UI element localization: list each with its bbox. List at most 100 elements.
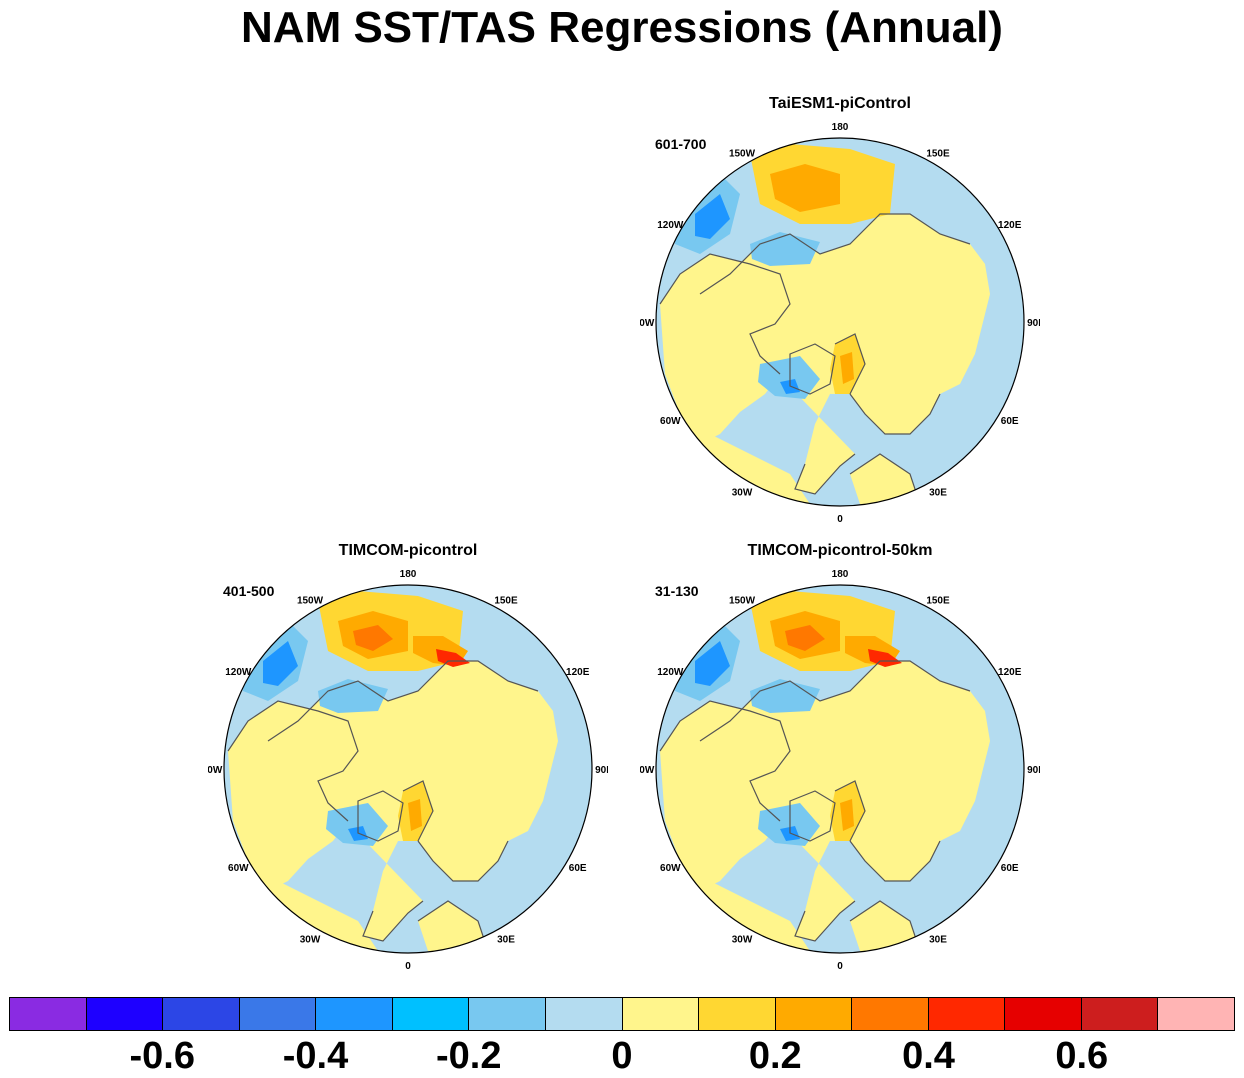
polar-map: 180 150E 120E 90E 60E 30E 0 30W 60W 90W 120W 150W (640, 122, 1040, 525)
negative-anomaly-region (263, 641, 298, 686)
longitude-label: 60W (660, 416, 681, 427)
positive-anomaly-region (770, 164, 840, 212)
colorbar-box (239, 998, 317, 1030)
colorbar-box (699, 998, 776, 1030)
longitude-label: 30E (929, 488, 947, 499)
colorbar-box (545, 998, 623, 1030)
colorbar-box (10, 998, 87, 1030)
colorbar-box (316, 998, 393, 1030)
longitude-label: 30E (497, 935, 515, 946)
coastline (659, 660, 971, 952)
map-panel-taiesm1: TaiESM1-piControl 601-700 180 150E 120E 90E… (640, 94, 1040, 534)
negative-anomaly-region (695, 641, 730, 686)
longitude-label: 150W (729, 595, 756, 606)
colorbar-tick-label: 0.4 (902, 1035, 955, 1077)
negative-anomaly-region (758, 803, 820, 846)
positive-anomaly-region (785, 625, 825, 651)
negative-anomaly-region (750, 232, 820, 266)
longitude-label: 90W (640, 765, 655, 776)
longitude-label: 150W (729, 148, 756, 159)
positive-anomaly-region (840, 352, 854, 384)
longitude-label: 60E (1001, 863, 1019, 874)
negative-anomaly-region (750, 679, 820, 713)
longitude-label: 150E (926, 148, 950, 159)
longitude-label: 30W (732, 935, 753, 946)
longitude-label: 30W (300, 935, 321, 946)
map-panel-timcom: TIMCOM-picontrol 401-500 180 150E 120E 90E 6… (208, 541, 608, 981)
longitude-label: 120E (566, 667, 590, 678)
longitude-label: 120W (657, 220, 684, 231)
panel-title: TIMCOM-picontrol (338, 542, 478, 559)
longitude-label: 120E (998, 667, 1022, 678)
panel-title: TIMCOM-picontrol-50km (747, 542, 933, 559)
colorbar-box (928, 998, 1006, 1030)
positive-anomaly-region (660, 701, 790, 891)
positive-anomaly-region (660, 254, 790, 444)
panel-title: TaiESM1-piControl (769, 95, 911, 112)
longitude-label: 180 (400, 569, 417, 580)
longitude-label: 90E (595, 765, 608, 776)
coastline (227, 660, 539, 952)
colorbar-box (622, 998, 700, 1030)
positive-anomaly-region (850, 454, 920, 506)
longitude-label: 120E (998, 220, 1022, 231)
longitude-label: 90E (1027, 765, 1040, 776)
longitude-label: 150E (926, 595, 950, 606)
longitude-label: 150E (494, 595, 518, 606)
longitude-label: 90W (208, 765, 223, 776)
negative-anomaly-region (758, 356, 820, 399)
longitude-label: 180 (832, 569, 849, 580)
period-label: 31-130 (655, 583, 699, 599)
longitude-label: 120W (657, 667, 684, 678)
colorbar-box (1081, 998, 1159, 1030)
positive-anomaly-region (353, 625, 393, 651)
colorbar-tick-label: 0 (611, 1035, 633, 1077)
longitude-label: 90W (640, 318, 655, 329)
coastline (659, 213, 971, 505)
positive-anomaly-region (228, 701, 358, 891)
polar-map: 180 150E 120E 90E 60E 30E 0 30W 60W 90W 120W 150W (208, 569, 608, 972)
map-border (655, 137, 1025, 507)
positive-anomaly-region (408, 799, 422, 831)
positive-anomaly-region (418, 901, 488, 953)
polar-map: 180 150E 120E 90E 60E 30E 0 30W 60W 90W 120W 150W (640, 569, 1040, 972)
longitude-label: 180 (832, 122, 849, 133)
page-title: NAM SST/TAS Regressions (Annual) (241, 3, 1003, 52)
longitude-label: 0 (405, 961, 411, 972)
positive-anomaly-region (436, 649, 470, 667)
period-label: 601-700 (655, 136, 707, 152)
colorbar-tick-label: -0.6 (129, 1035, 195, 1077)
longitude-label: 30E (929, 935, 947, 946)
map-border (655, 584, 1025, 954)
negative-anomaly-region (695, 194, 730, 239)
positive-anomaly-region (868, 649, 902, 667)
colorbar-tick-label: 0.2 (748, 1035, 802, 1077)
positive-anomaly-region (840, 799, 854, 831)
colorbar-tick-label: -0.2 (436, 1035, 502, 1077)
colorbar-tick-label: 0.6 (1055, 1035, 1109, 1077)
longitude-label: 60W (660, 863, 681, 874)
colorbar-box (163, 998, 240, 1030)
negative-anomaly-region (318, 679, 388, 713)
colorbar-box (86, 998, 164, 1030)
colorbar-box (775, 998, 853, 1030)
colorbar-box (852, 998, 929, 1030)
colorbar-box (469, 998, 546, 1030)
map-border (223, 584, 593, 954)
colorbar (9, 997, 1235, 1031)
longitude-label: 0 (837, 961, 843, 972)
longitude-label: 0 (837, 514, 843, 525)
map-panel-timcom-50km: TIMCOM-picontrol-50km 31-130 180 150E 120E… (640, 541, 1040, 981)
colorbar-box (1158, 998, 1234, 1030)
longitude-label: 120W (225, 667, 252, 678)
negative-anomaly-region (326, 803, 388, 846)
positive-anomaly-region (850, 901, 920, 953)
longitude-label: 150W (297, 595, 324, 606)
longitude-label: 60E (1001, 416, 1019, 427)
longitude-label: 60W (228, 863, 249, 874)
longitude-label: 60E (569, 863, 587, 874)
period-label: 401-500 (223, 583, 275, 599)
colorbar-box (1005, 998, 1082, 1030)
longitude-label: 90E (1027, 318, 1040, 329)
colorbar-tick-label: -0.4 (282, 1035, 349, 1077)
